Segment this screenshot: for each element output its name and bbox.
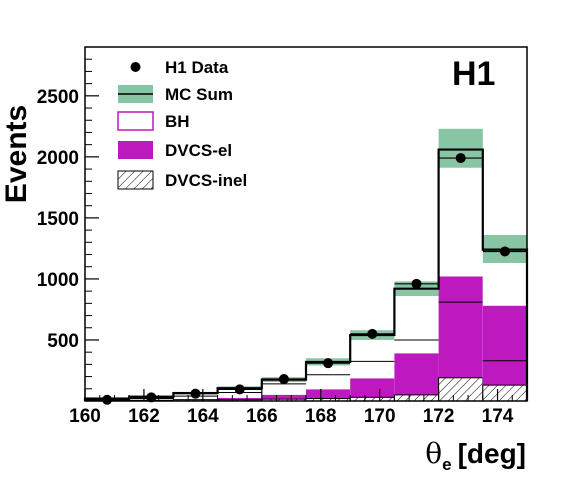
data-point [102,394,113,405]
x-tick-label: 164 [187,406,219,427]
y-axis-title: Events [0,105,33,203]
mc-interior-bar [217,390,262,401]
data-point [190,388,201,399]
data-point [455,153,466,164]
data-point [411,278,422,289]
dvcs-el-bar [261,394,306,401]
x-tick-label: 168 [305,406,337,427]
experiment-label: H1 [452,55,495,93]
dvcs-inel-bar [482,384,528,402]
legend-item: DVCS-el [118,141,232,160]
legend-item: BH [117,111,190,131]
x-axis-symbol: θ [425,437,442,470]
dvcs-inel-bar [393,394,440,402]
x-tick-label: 174 [482,406,514,427]
legend-swatch [117,111,154,131]
data-point [367,328,378,339]
legend-swatch [118,141,153,159]
x-axis-unit: [deg] [458,438,526,469]
legend-item: H1 Data [130,58,229,77]
x-tick-label: 172 [423,406,455,427]
x-axis-title: θe [deg] [425,437,526,474]
x-axis-subscript: e [442,455,451,474]
axes: 160 162 164 166 168 170 172 174 500 1000 1500 2000 2… [37,58,514,427]
dvcs-el-bar [394,353,439,401]
legend-marker [130,62,141,72]
data-point [146,392,157,403]
dvcs-el-bar [350,378,395,401]
legend-item: DVCS-inel [117,170,247,190]
y-tick-label: 1500 [37,209,79,230]
data-point [278,374,289,385]
y-tick-label: 2500 [37,87,79,108]
legend-label: MC Sum [165,85,233,104]
data-point [323,358,334,369]
y-tick-label: 1000 [37,270,79,291]
dvcs-el-bar [306,389,351,401]
y-tick-label: 2000 [37,148,79,169]
y-tick-label: 500 [47,331,79,352]
legend-label: DVCS-el [165,141,232,160]
dvcs-inel-bar [438,377,484,402]
legend-label: H1 Data [165,58,229,77]
data-point [499,246,510,257]
legend-label: BH [165,112,190,131]
data-point [234,384,245,395]
x-tick-label: 166 [246,406,278,427]
x-tick-label: 170 [364,406,396,427]
legend: H1 Data MC Sum BH DVCS-el DVCS-inel [117,58,247,190]
legend-label: DVCS-inel [165,171,247,190]
x-tick-label: 160 [69,406,101,427]
legend-swatch [117,170,154,190]
x-tick-label: 162 [128,406,160,427]
legend-item: MC Sum [118,85,233,104]
